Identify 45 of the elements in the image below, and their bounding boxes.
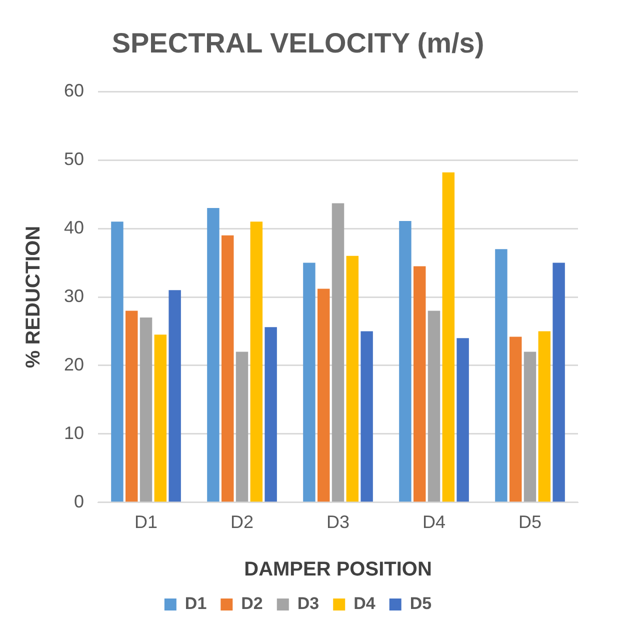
bar	[317, 288, 330, 502]
bar	[413, 266, 426, 502]
bar	[538, 331, 551, 502]
y-axis-title: % REDUCTION	[22, 226, 45, 368]
legend-label: D2	[241, 594, 263, 614]
bar	[552, 262, 565, 502]
bar	[221, 235, 234, 502]
x-tick-label: D3	[326, 512, 350, 532]
y-tick-label: 30	[64, 286, 84, 306]
y-tick-label: 50	[64, 149, 84, 170]
legend-label: D3	[297, 594, 320, 614]
bar	[111, 222, 124, 502]
y-tick-label: 0	[74, 491, 84, 512]
bar	[168, 290, 181, 502]
bar	[140, 318, 152, 502]
bar	[126, 310, 138, 502]
y-tick-label: 20	[64, 354, 84, 374]
bar	[360, 331, 373, 502]
bar	[264, 327, 277, 502]
bar	[524, 352, 536, 502]
bar	[207, 208, 220, 502]
bar	[399, 221, 412, 502]
bar	[509, 336, 522, 502]
bar	[250, 222, 263, 502]
x-tick-label: D5	[518, 512, 542, 532]
bar	[303, 262, 316, 502]
x-tick-label: D4	[422, 512, 446, 532]
bar	[346, 256, 359, 502]
x-tick-label: D1	[134, 512, 158, 532]
bar	[495, 249, 508, 502]
bar	[236, 352, 248, 502]
chart-title: SPECTRAL VELOCITY (m/s)	[112, 28, 484, 59]
bar	[428, 310, 440, 502]
bar	[154, 334, 167, 502]
bar	[332, 203, 344, 502]
x-axis-title: DAMPER POSITION	[244, 558, 432, 581]
y-tick-label: 60	[64, 80, 84, 101]
legend-label: D5	[410, 594, 432, 614]
y-tick-label: 40	[64, 218, 84, 238]
legend-label: D1	[184, 594, 207, 614]
y-tick-label: 10	[64, 422, 84, 443]
legend-label: D4	[354, 594, 376, 614]
bar	[456, 338, 469, 502]
bar	[442, 172, 455, 502]
x-tick-label: D2	[230, 512, 254, 532]
